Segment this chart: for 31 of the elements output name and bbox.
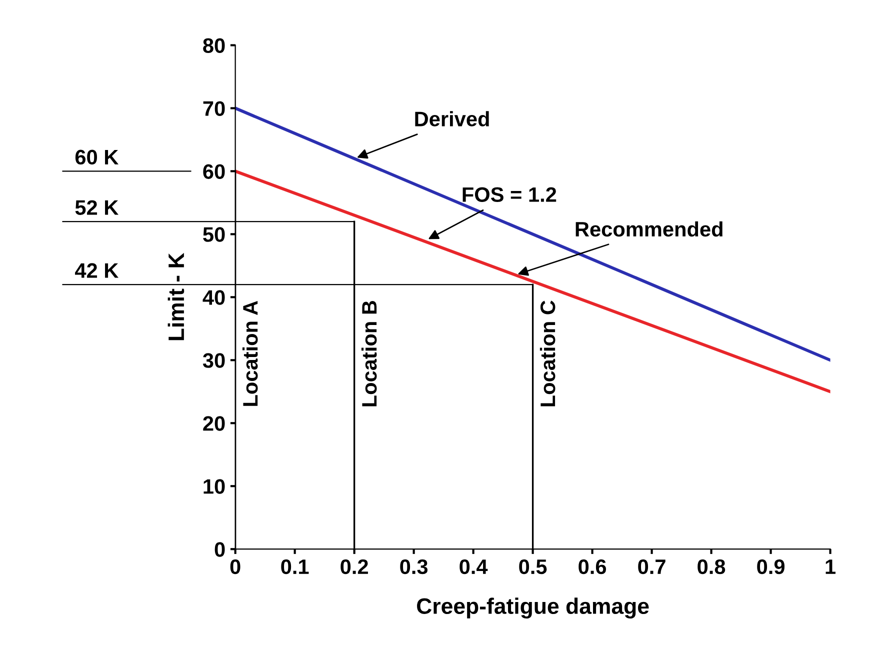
y-tick-label: 70 xyxy=(203,101,225,116)
x-tick-label: 0.5 xyxy=(519,559,547,574)
ref-line-label: 60 K xyxy=(75,150,118,165)
ref-line-label: 42 K xyxy=(74,263,118,278)
y-tick-label: 10 xyxy=(204,479,225,494)
y-axis-title: Limit - K xyxy=(168,252,184,340)
y-tick-label: 50 xyxy=(203,227,225,242)
annotation: Derived xyxy=(415,111,489,126)
y-tick-label: 20 xyxy=(203,416,225,431)
annotation: FOS = 1.2 xyxy=(462,187,556,202)
x-tick-label: 1 xyxy=(826,560,836,574)
x-tick-label: 0.1 xyxy=(281,559,309,574)
x-axis-title: Creep-fatigue damage xyxy=(417,598,649,618)
y-tick-label: 0 xyxy=(214,542,225,557)
y-tick-label: 80 xyxy=(203,38,225,53)
ref-line-label: Location A xyxy=(242,300,258,406)
x-tick-label: 0.8 xyxy=(698,559,726,574)
x-tick-label: 0.9 xyxy=(757,559,784,574)
x-tick-label: 0.3 xyxy=(400,559,428,574)
y-tick-label: 30 xyxy=(202,353,225,368)
x-tick-label: 0 xyxy=(230,559,240,574)
x-tick-label: 0.7 xyxy=(638,559,666,574)
x-tick-label: 0.2 xyxy=(340,559,368,574)
ref-line-label: Location B xyxy=(361,300,377,406)
x-tick-label: 0.4 xyxy=(460,559,488,574)
x-tick-label: 0.6 xyxy=(578,559,606,574)
ref-line-label: 52 K xyxy=(75,200,118,215)
ref-line-label: Location C xyxy=(540,300,556,406)
y-tick-label: 40 xyxy=(202,290,225,305)
annotation: Recommended xyxy=(576,221,722,237)
y-tick-label: 60 xyxy=(203,164,225,179)
